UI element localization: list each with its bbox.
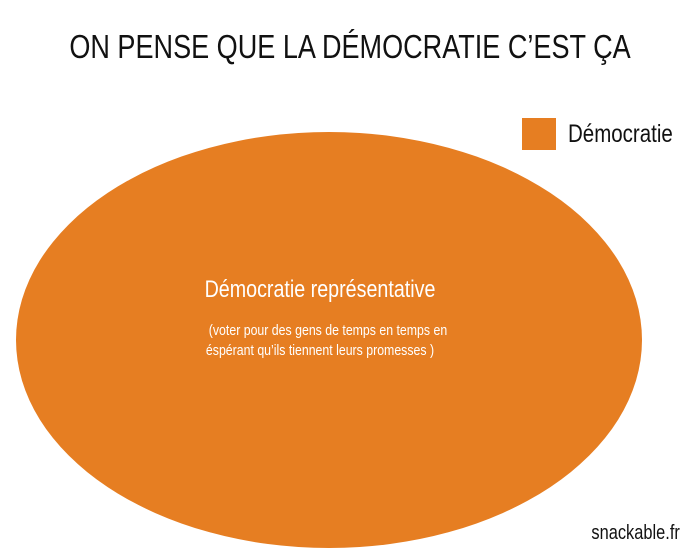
- legend-label: Démocratie: [568, 119, 673, 148]
- legend-swatch: [522, 118, 556, 150]
- democratie-ellipse: [16, 132, 642, 548]
- legend: Démocratie: [522, 118, 696, 150]
- source-credit: snackable.fr: [591, 522, 680, 544]
- page-title: ON PENSE QUE LA DÉMOCRATIE C’EST ÇA: [69, 28, 631, 65]
- ellipse-sub-label-line-2: éspérant qu’ils tiennent leurs promesses…: [205, 343, 435, 359]
- ellipse-main-label: Démocratie représentative: [204, 276, 436, 303]
- ellipse-sub-label-line-1: (voter pour des gens de temps en temps e…: [208, 323, 448, 339]
